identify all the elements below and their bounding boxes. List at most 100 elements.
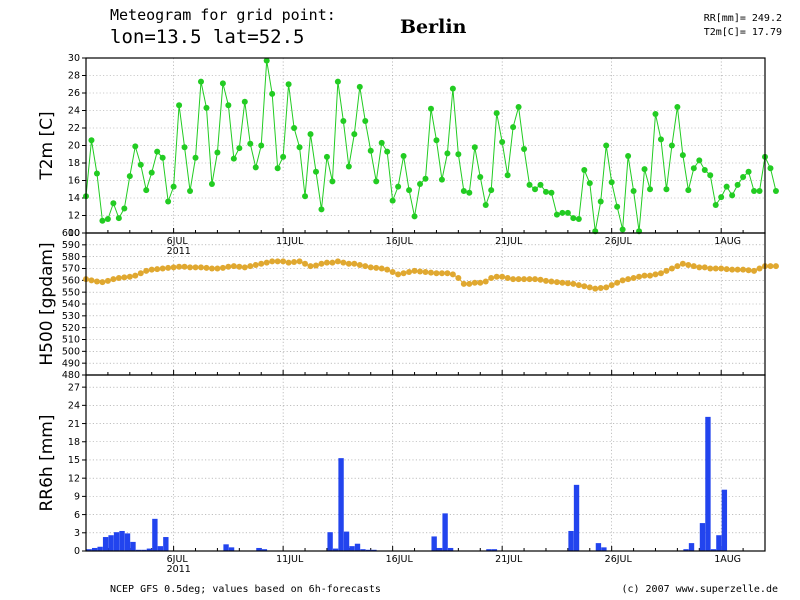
h500-point [526,276,533,283]
rr6h-bar [721,489,728,551]
h500-point [466,280,473,287]
h500-point [751,267,758,274]
h500-point [176,263,183,270]
rr6h-bar [705,416,711,551]
h500-point [586,284,593,291]
rr6h-bar [135,549,142,551]
h500-point [723,266,730,273]
h500-point [351,260,358,267]
rr6h-bar [683,549,689,551]
x-tick-label: 26JUL [605,236,633,247]
h500-point [444,270,451,277]
t2m-point [285,81,292,88]
h500-point [203,264,210,271]
t2m-point [712,202,719,208]
t2m-point [553,211,560,218]
rr6h-bar [699,523,706,551]
h500-point [718,265,725,272]
y-axis-label: RR6h [mm] [37,414,57,511]
h500-point [170,264,177,271]
x-tick-label: 21JUL [495,554,523,565]
h500-point [373,264,380,271]
rr6h-bar [338,458,344,551]
x-tick-label: 1AUG [714,236,741,247]
rr6h-bar [365,549,372,551]
x-tick-label: 26JUL [605,554,633,565]
t2m-point [110,200,117,207]
h500-point [110,276,117,283]
y-tick-label: 22 [68,123,80,134]
h500-point [756,265,763,272]
y-tick-label: 26 [68,88,80,99]
h500-point [597,285,604,292]
t2m-point [104,216,111,222]
t2m-point [427,105,434,112]
t2m-point [247,140,254,147]
x-tick-label: 1AUG [714,554,741,565]
y-tick-label: 12 [68,473,80,484]
h500-point [767,263,774,270]
t2m-point [230,155,237,162]
t2m-point [203,104,210,111]
x-tick-label: 11JUL [276,236,304,247]
h500-point [537,276,544,283]
t2m-point [88,137,95,144]
rr6h-bar [141,549,147,551]
t2m-point [597,198,604,205]
h500-point [345,260,352,267]
t2m-point [614,203,621,210]
h500-point [236,263,243,270]
h500-point [685,261,692,268]
t2m-point [197,78,204,85]
y-tick-label: 10 [68,228,80,239]
h500-point [362,263,369,270]
panel-frame [85,374,766,552]
t2m-point [362,118,369,124]
h500-point [636,273,643,280]
y-axis-label: H500 [gpdam] [37,242,57,365]
y-tick-label: 550 [62,287,80,298]
t2m-point [121,205,128,212]
h500-point [263,259,270,266]
rr6h-bar [601,547,607,551]
t2m-point [170,183,177,190]
t2m-point [154,148,161,155]
h500-point [334,258,341,265]
y-tick-label: 21 [68,419,80,430]
t2m-point [307,131,314,138]
h500-point [740,266,747,273]
t2m-point [181,144,188,151]
t2m-point [329,178,336,185]
t2m-point [252,164,259,171]
t2m-point [734,181,741,188]
h500-point [707,265,714,272]
t2m-point [137,161,144,168]
t2m-point [707,172,714,179]
h500-point [581,283,588,290]
h500-point [592,285,599,292]
h500-point [285,259,292,266]
rr6h-bar [327,532,333,551]
rr6h-bar [130,541,136,551]
h500-point [126,273,133,280]
meteogram-title: Meteogram for grid point: [110,6,336,24]
t2m-point [515,104,522,110]
h500-point [427,269,434,276]
h500-point [657,270,664,277]
t2m-point [258,142,265,149]
y-tick-label: 18 [68,158,80,169]
rr6h-bar [228,547,235,551]
h500-point [214,265,221,272]
h500-point [384,266,391,273]
h500-point [663,267,670,274]
y-tick-label: 16 [68,176,80,187]
t2m-point [148,169,155,176]
t2m-point [690,165,697,172]
h500-point [411,267,418,274]
t2m-point [718,194,725,201]
h500-point [307,263,314,270]
city-name: Berlin [400,16,467,38]
t2m-point [559,209,566,216]
t2m-point [477,174,484,180]
rr6h-bar [343,531,350,551]
